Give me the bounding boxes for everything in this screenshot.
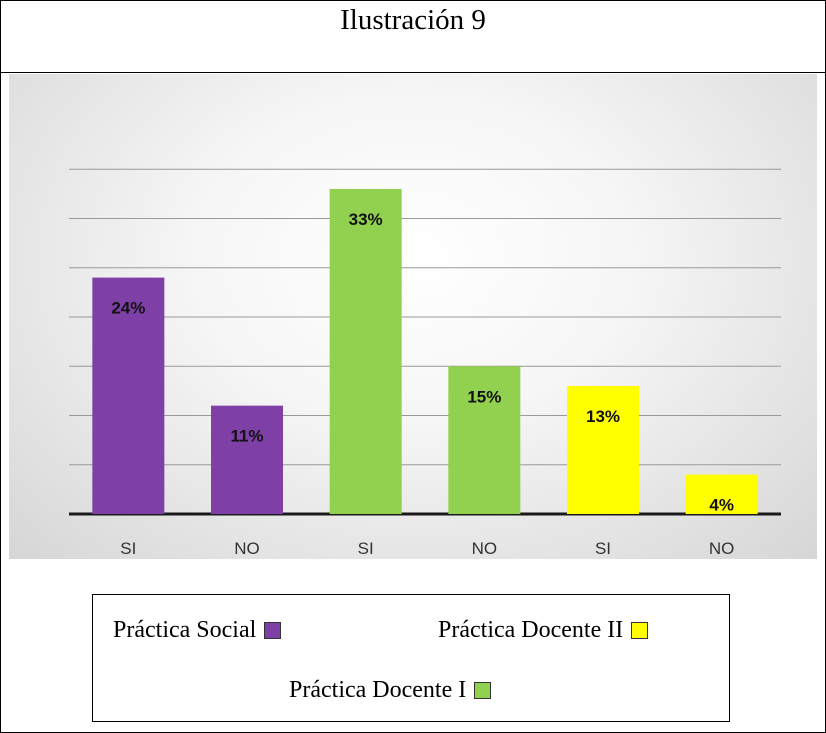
bar-2 <box>211 405 283 514</box>
data-label-5: 13% <box>586 407 620 426</box>
data-label-3: 33% <box>349 210 383 229</box>
x-tick-label-5: SI <box>595 539 611 558</box>
legend-swatch-social <box>264 622 282 639</box>
legend-swatch-docente1 <box>474 682 492 699</box>
legend-swatch-docente2 <box>631 622 649 639</box>
data-label-1: 24% <box>111 299 145 318</box>
data-label-2: 11% <box>230 427 263 446</box>
x-tick-label-1: SI <box>120 539 136 558</box>
bar-chart: 24% 11% 33% 15% 13% 4% SI NO SI NO SI NO <box>69 168 781 558</box>
x-tick-label-2: NO <box>234 539 260 558</box>
bar-3 <box>329 188 402 514</box>
data-label-4: 15% <box>467 387 501 406</box>
title-divider <box>0 72 826 73</box>
legend-label-social: Práctica Social <box>113 617 257 643</box>
legend-label-docente1: Práctica Docente I <box>289 677 467 703</box>
bar-1 <box>92 277 165 514</box>
bar-4 <box>448 366 521 514</box>
legend-item-docente2: Práctica Docente II <box>438 617 649 644</box>
x-tick-label-4: NO <box>472 539 498 558</box>
data-label-6: 4% <box>709 496 734 515</box>
x-tick-label-6: NO <box>709 539 735 558</box>
legend-item-docente1: Práctica Docente I <box>289 677 492 704</box>
bar-6 <box>685 474 758 514</box>
x-tick-label-3: SI <box>358 539 374 558</box>
legend: Práctica Social Práctica Docente II Prác… <box>92 594 730 722</box>
legend-item-social: Práctica Social <box>113 617 282 644</box>
chart-area: 24% 11% 33% 15% 13% 4% SI NO SI NO SI NO <box>9 74 817 559</box>
figure-title: Ilustración 9 <box>340 4 486 36</box>
legend-label-docente2: Práctica Docente II <box>438 617 624 643</box>
bar-5 <box>567 385 639 514</box>
